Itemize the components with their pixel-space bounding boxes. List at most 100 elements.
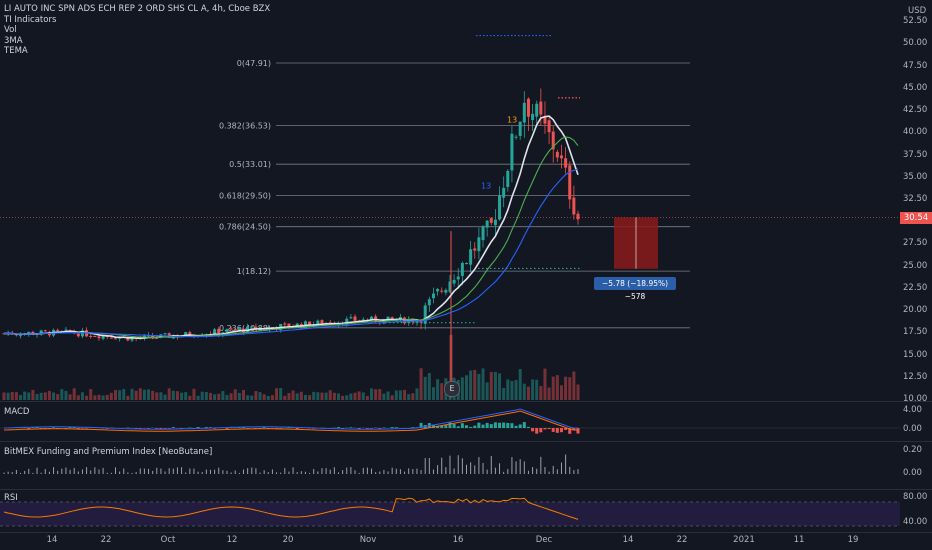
volume-bar (138, 388, 142, 400)
volume-bar (303, 394, 307, 400)
funding-bar (3, 472, 5, 474)
chart-title[interactable]: LI AUTO INC SPN ADS ECH REP 2 ORD SHS CL… (4, 4, 271, 14)
candle-body (510, 133, 514, 171)
candle-body (39, 330, 43, 334)
funding-bar (263, 470, 265, 474)
price-chart[interactable]: 0(47.91) 0.236(40.88) 0.382(36.53) 0.5(33.0… (0, 0, 900, 400)
legend-ti-indicators[interactable]: TI Indicators (4, 14, 57, 25)
candle-body (287, 323, 291, 327)
volume-bar (93, 395, 97, 400)
funding-bar (482, 462, 484, 474)
volume-bar (225, 394, 229, 400)
price-tick: 25.00 (903, 260, 928, 271)
pane-separator-2[interactable] (0, 441, 932, 442)
macd-hist-bar (522, 422, 526, 428)
legend-vol[interactable]: Vol (4, 25, 17, 35)
volume-bar (320, 392, 324, 400)
volume-bar (196, 395, 200, 400)
price-tick: 42.50 (903, 105, 928, 116)
volume-bar (142, 389, 146, 400)
rsi-pane[interactable] (0, 490, 900, 532)
funding-bar (499, 463, 501, 474)
funding-bar (143, 468, 145, 474)
volume-bar (192, 388, 196, 400)
funding-bar (544, 466, 546, 474)
macd-hist-bar (469, 426, 473, 428)
macd-hist-bar (460, 423, 464, 428)
candle-body (423, 305, 427, 324)
measurement-label: −5.78 (−18.95%) −578 (594, 277, 676, 301)
time-tick: 2021 (733, 535, 755, 545)
funding-bar (181, 467, 183, 474)
funding-bar (280, 472, 282, 474)
macd-hist-bar (196, 427, 200, 428)
funding-bar (507, 468, 509, 474)
volume-bar (547, 387, 551, 400)
funding-bar (247, 468, 249, 474)
macd-hist-bar (473, 425, 477, 428)
funding-bar (160, 468, 162, 474)
candle-body (547, 120, 551, 133)
time-tick: 16 (452, 535, 464, 545)
funding-bar (519, 459, 521, 474)
price-tick: 12.50 (903, 371, 928, 382)
funding-bar (48, 471, 50, 474)
volume-bar (332, 392, 336, 400)
volume-bar (184, 392, 188, 400)
legend-tema[interactable]: TEMA (4, 46, 28, 56)
macd-hist-bar (72, 427, 76, 428)
funding-bar (234, 470, 236, 474)
funding-bar (573, 470, 575, 474)
funding-bar (226, 470, 228, 474)
volume-bar (258, 392, 262, 400)
funding-bar (288, 471, 290, 474)
candle-body (237, 328, 241, 330)
funding-bar (540, 456, 542, 474)
pane-separator-3[interactable] (0, 489, 932, 490)
funding-bar (321, 468, 323, 474)
time-axis[interactable]: 14 22 Oct 12 20 Nov 16 Dec 14 22 2021 11 19 (0, 532, 932, 550)
price-axis[interactable]: USD 52.50 50.00 47.50 45.00 42.50 40.00 37.50 3… (900, 0, 932, 404)
candle-body (444, 289, 448, 293)
funding-bar (106, 472, 108, 474)
candle-body (498, 195, 502, 220)
macd-hist-bar (134, 428, 138, 429)
price-tick: 52.50 (903, 16, 928, 27)
candle-body (502, 187, 506, 198)
earnings-badge[interactable]: E (444, 381, 460, 397)
volume-bar (89, 389, 93, 400)
funding-bar (94, 467, 96, 474)
volume-bar (559, 385, 563, 400)
funding-bar (292, 467, 294, 474)
macd-hist-bar (275, 428, 279, 429)
funding-bar (139, 468, 141, 474)
legend-3ma[interactable]: 3MA (4, 35, 23, 46)
candle-body (514, 136, 518, 138)
funding-bar (466, 464, 468, 474)
volume-bar (56, 394, 60, 400)
macd-hist-bar (551, 428, 555, 432)
time-tick: 14 (46, 535, 58, 545)
funding-bar (371, 468, 373, 474)
volume-bar (275, 388, 279, 400)
volume-bar (365, 395, 369, 400)
volume-bar (312, 391, 316, 400)
funding-bar (32, 472, 34, 474)
volume-bar (398, 390, 402, 400)
funding-bar (300, 471, 302, 474)
candle-body (93, 336, 97, 338)
volume-bar (481, 368, 485, 400)
candle-body (415, 320, 419, 323)
volume-bar (250, 395, 254, 400)
rsi-band (0, 502, 900, 526)
volume-bar (163, 394, 167, 400)
funding-bar (218, 467, 220, 474)
funding-bar (284, 468, 286, 474)
pane-separator-1[interactable] (0, 401, 932, 402)
funding-bar (309, 472, 311, 474)
macd-pane[interactable] (0, 402, 900, 440)
volume-bar (246, 395, 250, 400)
candle-body (456, 276, 460, 280)
price-tick: 20.00 (903, 305, 928, 316)
funding-pane[interactable] (0, 442, 900, 488)
